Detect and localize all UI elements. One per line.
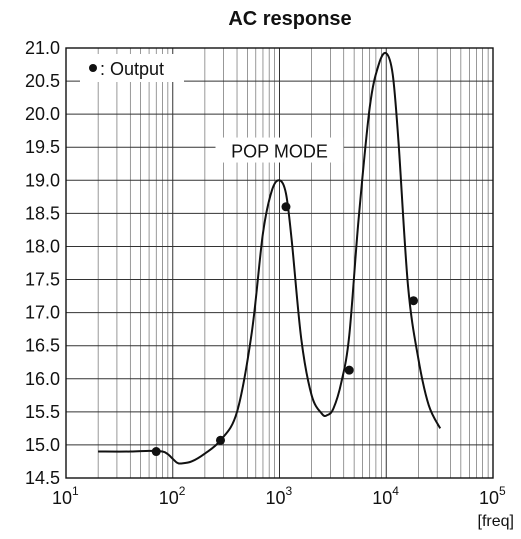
x-tick-label: 10 <box>479 488 499 508</box>
output-marker-group <box>151 202 419 457</box>
output-marker <box>409 296 419 306</box>
chart-title: AC response <box>228 8 351 30</box>
y-tick-label: 19.0 <box>25 170 60 190</box>
legend: : Output <box>80 54 184 82</box>
y-tick-label: 17.5 <box>25 270 60 290</box>
output-marker <box>281 202 291 212</box>
y-tick-label: 20.0 <box>25 104 60 124</box>
x-tick-label: 10 <box>372 488 392 508</box>
y-tick-label: 16.5 <box>25 336 60 356</box>
series-curve-group <box>98 51 442 465</box>
annotation-label: POP MODE <box>231 142 328 162</box>
x-tick-label: 10 <box>265 488 285 508</box>
legend-label: : Output <box>100 59 164 79</box>
y-tick-label: 17.0 <box>25 303 60 323</box>
annotation-background <box>215 137 344 163</box>
y-tick-label: 15.5 <box>25 402 60 422</box>
x-tick-label: 10 <box>159 488 179 508</box>
legend-background <box>80 54 184 82</box>
output-marker <box>215 435 225 445</box>
y-tick-label: 18.0 <box>25 236 60 256</box>
output-marker <box>151 447 161 457</box>
y-axis-ticks: 14.5 15.0 15.5 16.0 16.5 17.0 17.5 18.0 18.5 19.0… <box>25 38 60 488</box>
output-marker <box>344 365 354 375</box>
legend-marker <box>89 64 97 72</box>
x-tick-exponent: 2 <box>179 484 186 498</box>
x-tick-exponent: 3 <box>286 484 293 498</box>
y-tick-label: 18.5 <box>25 203 60 223</box>
y-tick-label: 21.0 <box>25 38 60 58</box>
y-tick-label: 16.0 <box>25 369 60 389</box>
plot-frame <box>65 47 494 479</box>
x-tick-exponent: 5 <box>499 484 506 498</box>
x-tick-label: 10 <box>52 488 72 508</box>
y-tick-label: 15.0 <box>25 435 60 455</box>
x-axis-ticks: 10 1 10 2 10 3 10 4 10 5 <box>52 484 506 508</box>
y-tick-label: 14.5 <box>25 468 60 488</box>
series-line <box>98 51 442 465</box>
y-tick-label: 20.5 <box>25 71 60 91</box>
annotation-group: POP MODE <box>215 137 344 163</box>
x-tick-exponent: 1 <box>72 484 79 498</box>
x-tick-exponent: 4 <box>392 484 399 498</box>
grid <box>66 47 493 479</box>
x-unit-label: [freq] <box>478 513 514 530</box>
y-tick-label: 19.5 <box>25 137 60 157</box>
